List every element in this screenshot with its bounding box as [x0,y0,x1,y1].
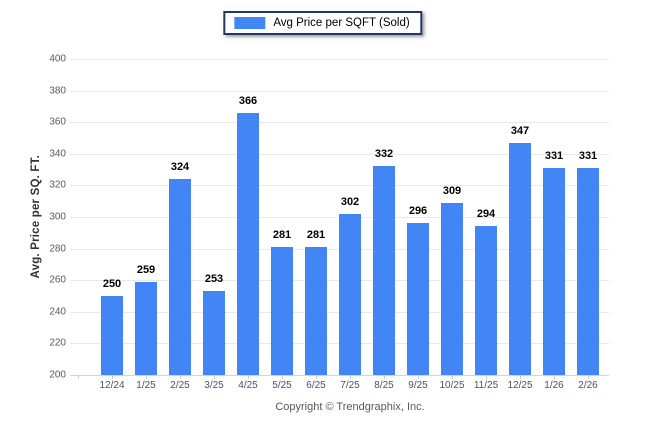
y-tick-label: 320 [49,179,66,191]
bar-7/25 [339,213,361,375]
x-tick-label: 1/25 [136,380,156,391]
legend-label: Avg Price per SQFT (Sold) [273,17,410,29]
plot-area: 250 259 324 253 366 281 281 302 332 296 309 294 347 3… [70,59,609,379]
x-axis-tick-mark [214,375,215,379]
x-axis-tick-mark [384,375,385,379]
bar-5/25 [271,247,293,375]
bar-2/26 [577,168,599,375]
x-axis-baseline [70,375,609,376]
bar-value-label: 296 [408,205,428,218]
bar-value-label: 259 [136,263,156,276]
x-axis-tick-mark [588,375,589,379]
y-tick-label: 200 [49,369,66,381]
bar-6/25 [305,247,327,375]
x-axis-tick-mark [282,375,283,379]
bar-11/25 [475,226,497,375]
x-axis-tick-mark [452,375,453,379]
bar-value-label: 253 [204,273,224,286]
x-tick-label: 10/25 [439,380,465,391]
y-tick-label: 280 [49,243,66,255]
x-axis-tick-mark [78,375,79,379]
gridline [70,90,609,92]
y-tick-label: 340 [49,148,66,160]
x-axis-tick-mark [248,375,249,379]
y-tick-label: 300 [49,211,66,223]
x-axis-tick-mark [180,375,181,379]
bar-value-label: 324 [170,161,190,174]
bar-2/25 [169,179,191,375]
x-tick-label: 12/25 [507,380,533,391]
bar-value-label: 331 [578,150,598,163]
bar-3/25 [203,291,225,375]
bar-12/25 [509,142,531,375]
x-axis-tick-mark [112,375,113,379]
x-tick-label: 6/25 [306,380,326,391]
x-tick-label: 5/25 [272,380,292,391]
x-axis-tick-labels: 12/24 1/25 2/25 3/25 4/25 5/25 6/25 7/25 8/25 9/2… [70,380,609,396]
bar-value-label: 331 [544,150,564,163]
gridline [70,185,609,187]
legend: Avg Price per SQFT (Sold) [223,11,423,35]
y-tick-label: 240 [49,306,66,318]
bar-4/25 [237,112,259,375]
x-tick-label: 11/25 [473,380,499,391]
bar-value-label: 250 [102,278,122,290]
y-tick-label: 360 [49,116,66,128]
bar-value-label: 294 [476,208,496,221]
bar-9/25 [407,223,429,375]
x-axis-tick-mark [350,375,351,379]
bar-value-label: 309 [442,184,462,197]
x-axis-tick-mark [486,375,487,379]
x-axis-tick-mark [418,375,419,379]
bar-12/24 [101,296,123,375]
x-tick-label: 8/25 [374,380,394,391]
x-tick-label: 3/25 [204,380,224,391]
bar-value-label: 347 [510,124,530,137]
x-axis-tick-mark [520,375,521,379]
legend-swatch-icon [234,17,266,29]
gridline [70,59,609,60]
gridline [70,153,609,155]
bar-1/25 [135,281,157,375]
bar-value-label: 332 [374,148,394,161]
bar-10/25 [441,202,463,375]
bar-value-label: 302 [340,195,360,208]
bar-8/25 [373,166,395,375]
y-tick-label: 380 [49,85,66,97]
x-tick-label: 9/25 [408,380,428,391]
copyright-text: Copyright © Trendgraphix, Inc. [275,401,425,413]
y-tick-label: 220 [49,337,66,349]
x-tick-label: 2/26 [578,380,598,391]
x-axis-tick-mark [316,375,317,379]
bar-value-label: 281 [272,229,292,242]
bar-value-label: 281 [306,229,326,242]
x-tick-label: 7/25 [340,380,360,391]
y-axis-tick-labels: 400 380 360 340 320 300 280 260 240 220 200 [20,0,66,434]
x-tick-label: 12/24 [99,380,125,391]
x-tick-label: 2/25 [170,380,190,391]
x-axis-tick-mark [554,375,555,379]
x-tick-label: 4/25 [238,380,258,391]
x-tick-label: 1/26 [544,380,564,391]
x-axis-tick-mark [146,375,147,379]
bar-1/26 [543,168,565,375]
gridline [70,122,609,124]
y-tick-label: 260 [49,274,66,286]
bar-value-label: 366 [238,94,258,107]
y-tick-label: 400 [49,53,66,65]
